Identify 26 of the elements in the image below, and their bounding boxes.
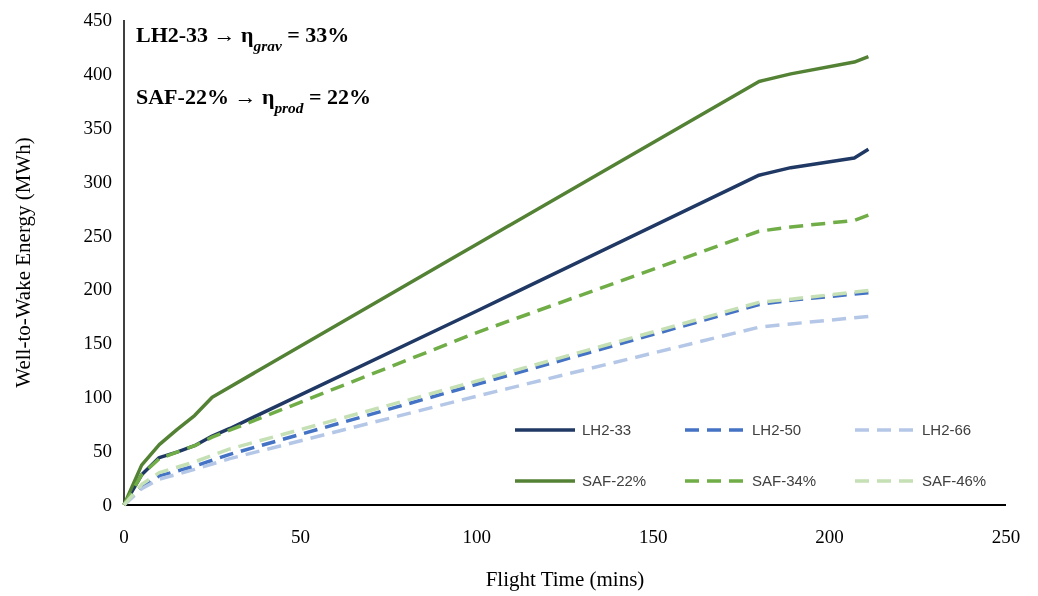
legend-label: SAF-34% <box>752 472 817 489</box>
x-tick-label: 150 <box>638 526 668 547</box>
y-tick-label: 250 <box>83 224 112 246</box>
legend-label: LH2-50 <box>752 421 802 438</box>
legend-label: LH2-66 <box>922 421 972 438</box>
legend-label: LH2-33 <box>582 421 632 438</box>
y-tick-label: 450 <box>83 9 112 30</box>
x-tick-label: 100 <box>462 526 492 547</box>
y-tick-label: 0 <box>102 494 112 515</box>
x-tick-label: 0 <box>119 526 129 547</box>
x-tick-label: 250 <box>991 526 1021 547</box>
annotation: LH2-33 → η$_{grav}$ = 33% <box>136 22 350 54</box>
x-axis-title: Flight Time (mins) <box>485 567 645 591</box>
y-axis-title: Well-to-Wake Energy (MWh) <box>11 137 35 388</box>
x-tick-label: 200 <box>815 526 844 547</box>
y-tick-label: 50 <box>93 440 112 462</box>
y-tick-label: 300 <box>83 170 112 192</box>
legend-label: SAF-22% <box>582 472 647 489</box>
y-tick-label: 100 <box>83 386 112 408</box>
y-tick-label: 200 <box>83 278 112 300</box>
y-tick-label: 400 <box>83 62 112 84</box>
x-tick-label: 50 <box>290 526 310 547</box>
legend-label: SAF-46% <box>922 472 987 489</box>
y-tick-label: 150 <box>83 332 112 354</box>
annotation: SAF-22% → η$_{prod}$ = 22% <box>136 84 372 116</box>
y-tick-label: 350 <box>83 116 112 138</box>
